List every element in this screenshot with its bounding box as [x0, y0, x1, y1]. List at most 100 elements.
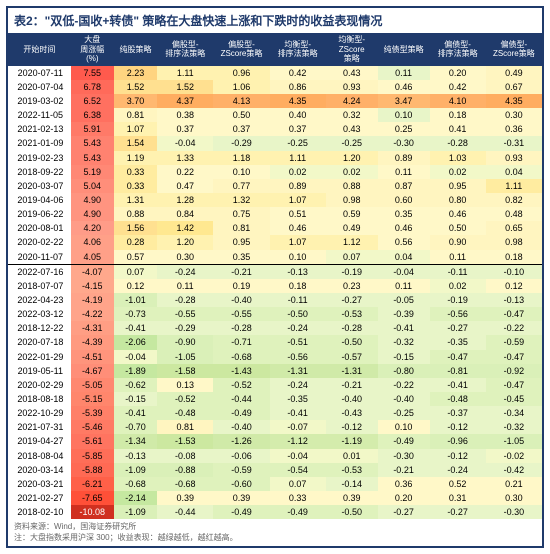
value-cell: -0.48	[430, 392, 486, 406]
value-cell: -0.13	[486, 293, 542, 307]
date-cell: 2019-04-06	[8, 193, 71, 207]
value-cell: -0.40	[213, 420, 269, 434]
value-cell: -0.37	[430, 406, 486, 420]
table-row: 2021-02-135.911.070.370.370.370.430.250.…	[8, 122, 542, 136]
value-cell: 5.43	[71, 151, 114, 165]
value-cell: -1.34	[114, 434, 157, 448]
value-cell: -0.11	[430, 264, 486, 279]
value-cell: 0.30	[157, 250, 213, 265]
value-cell: -0.22	[378, 378, 430, 392]
table-row: 2018-02-10-10.08-1.09-0.44-0.49-0.49-0.5…	[8, 505, 542, 519]
value-cell: -1.89	[114, 364, 157, 378]
date-cell: 2020-02-22	[8, 235, 71, 249]
table-row: 2018-09-225.190.330.220.100.020.020.110.…	[8, 165, 542, 179]
table-row: 2022-11-056.380.810.380.500.400.320.100.…	[8, 108, 542, 122]
value-cell: 0.11	[157, 279, 213, 293]
value-cell: 0.89	[270, 179, 326, 193]
value-cell: 0.81	[114, 108, 157, 122]
value-cell: 6.52	[71, 94, 114, 108]
value-cell: -4.22	[71, 307, 114, 321]
table-row: 2022-10-29-5.39-0.41-0.48-0.49-0.41-0.43…	[8, 406, 542, 420]
value-cell: -0.41	[430, 378, 486, 392]
value-cell: -1.53	[157, 434, 213, 448]
value-cell: 0.18	[430, 108, 486, 122]
value-cell: 0.22	[157, 165, 213, 179]
value-cell: -0.30	[486, 505, 542, 519]
value-cell: 0.82	[486, 193, 542, 207]
value-cell: -0.60	[213, 477, 269, 491]
table-row: 2018-07-07-4.150.120.110.190.180.230.110…	[8, 279, 542, 293]
value-cell: 0.36	[486, 122, 542, 136]
value-cell: 0.02	[430, 165, 486, 179]
value-cell: 0.90	[430, 235, 486, 249]
date-cell: 2020-07-11	[8, 66, 71, 80]
value-cell: -0.11	[270, 293, 326, 307]
value-cell: 7.55	[71, 66, 114, 80]
value-cell: -0.32	[486, 420, 542, 434]
date-cell: 2021-02-13	[8, 122, 71, 136]
value-cell: -0.47	[486, 378, 542, 392]
col-header-1: 大盘周涨幅(%)	[71, 33, 114, 66]
value-cell: 0.88	[114, 207, 157, 221]
value-cell: -0.47	[486, 307, 542, 321]
value-cell: -10.08	[71, 505, 114, 519]
value-cell: -1.12	[270, 434, 326, 448]
value-cell: -0.10	[486, 264, 542, 279]
value-cell: -0.24	[430, 463, 486, 477]
date-cell: 2018-07-07	[8, 279, 71, 293]
value-cell: -1.01	[114, 293, 157, 307]
value-cell: 0.98	[326, 193, 378, 207]
table-row: 2021-07-31-5.46-0.700.81-0.40-0.07-0.120…	[8, 420, 542, 434]
value-cell: -0.13	[270, 264, 326, 279]
value-cell: 0.75	[213, 207, 269, 221]
date-cell: 2019-06-22	[8, 207, 71, 221]
value-cell: 0.52	[430, 477, 486, 491]
value-cell: 0.33	[270, 491, 326, 505]
value-cell: 0.46	[430, 207, 486, 221]
value-cell: -1.09	[114, 463, 157, 477]
value-cell: 1.07	[114, 122, 157, 136]
value-cell: 0.02	[326, 165, 378, 179]
value-cell: 0.42	[430, 80, 486, 94]
value-cell: -0.35	[270, 392, 326, 406]
value-cell: -1.19	[326, 434, 378, 448]
value-cell: -0.41	[378, 321, 430, 335]
value-cell: 1.52	[114, 80, 157, 94]
value-cell: 1.52	[157, 80, 213, 94]
value-cell: 0.19	[213, 279, 269, 293]
value-cell: 1.11	[486, 179, 542, 193]
date-cell: 2022-07-16	[8, 264, 71, 279]
value-cell: -0.14	[326, 477, 378, 491]
table-row: 2022-07-16-4.070.07-0.24-0.21-0.13-0.19-…	[8, 264, 542, 279]
date-cell: 2019-05-11	[8, 364, 71, 378]
table-row: 2019-02-235.431.191.331.181.111.200.891.…	[8, 151, 542, 165]
value-cell: 0.37	[270, 122, 326, 136]
value-cell: -4.15	[71, 279, 114, 293]
value-cell: -0.15	[378, 350, 430, 364]
value-cell: -0.62	[114, 378, 157, 392]
col-header-3: 偏股型-排序法策略	[157, 33, 213, 66]
value-cell: -0.04	[157, 136, 213, 150]
table-row: 2022-03-12-4.22-0.73-0.55-0.55-0.50-0.53…	[8, 307, 542, 321]
value-cell: 5.19	[71, 165, 114, 179]
date-cell: 2020-07-18	[8, 335, 71, 349]
value-cell: -0.25	[378, 406, 430, 420]
date-cell: 2020-03-14	[8, 463, 71, 477]
value-cell: -0.28	[430, 136, 486, 150]
value-cell: 0.93	[326, 80, 378, 94]
value-cell: 0.12	[486, 279, 542, 293]
value-cell: -0.47	[430, 350, 486, 364]
value-cell: -0.40	[378, 392, 430, 406]
date-cell: 2018-12-22	[8, 321, 71, 335]
value-cell: -0.12	[430, 420, 486, 434]
value-cell: 0.30	[486, 491, 542, 505]
value-cell: 0.10	[270, 250, 326, 265]
value-cell: 0.39	[326, 491, 378, 505]
date-cell: 2020-02-29	[8, 378, 71, 392]
value-cell: 1.20	[326, 151, 378, 165]
value-cell: 0.49	[486, 66, 542, 80]
value-cell: -0.49	[213, 505, 269, 519]
value-cell: 1.07	[270, 193, 326, 207]
value-cell: 4.35	[486, 94, 542, 108]
value-cell: -0.07	[270, 420, 326, 434]
